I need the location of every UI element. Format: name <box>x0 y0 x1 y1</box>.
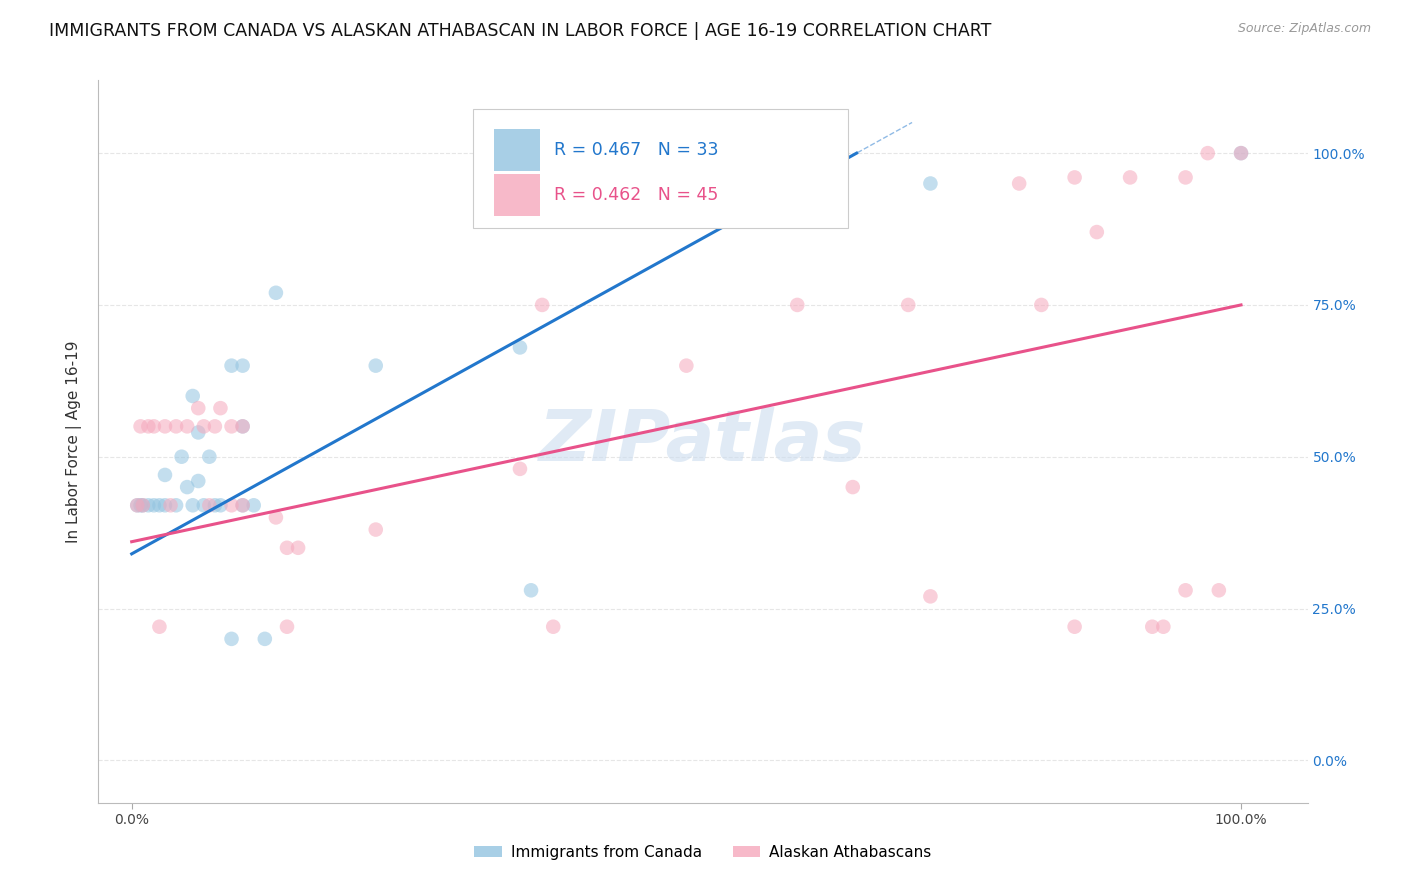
Point <box>1208 583 1230 598</box>
Point <box>209 498 232 512</box>
Point <box>127 498 149 512</box>
Y-axis label: In Labor Force | Age 16-19: In Labor Force | Age 16-19 <box>66 340 83 543</box>
Point <box>1152 620 1174 634</box>
Point <box>541 620 564 634</box>
Text: R = 0.462   N = 45: R = 0.462 N = 45 <box>554 186 718 204</box>
Point <box>1197 146 1219 161</box>
Point <box>198 450 221 464</box>
Text: IMMIGRANTS FROM CANADA VS ALASKAN ATHABASCAN IN LABOR FORCE | AGE 16-19 CORRELAT: IMMIGRANTS FROM CANADA VS ALASKAN ATHABA… <box>49 22 991 40</box>
Point <box>264 285 287 300</box>
Point <box>232 359 254 373</box>
Point <box>127 498 149 512</box>
Point <box>138 498 160 512</box>
Point <box>181 498 204 512</box>
Point <box>193 498 215 512</box>
Point <box>1119 170 1142 185</box>
Point <box>138 419 160 434</box>
Point <box>129 419 152 434</box>
Point <box>1085 225 1108 239</box>
Point <box>364 523 387 537</box>
Text: R = 0.467   N = 33: R = 0.467 N = 33 <box>554 141 718 159</box>
Point <box>509 340 531 354</box>
Point <box>1174 583 1197 598</box>
Point <box>221 419 243 434</box>
Point <box>253 632 276 646</box>
Point <box>364 359 387 373</box>
Point <box>221 359 243 373</box>
Point <box>153 467 176 482</box>
Point <box>842 480 865 494</box>
Point <box>232 419 254 434</box>
Point <box>1063 620 1085 634</box>
FancyBboxPatch shape <box>474 109 848 228</box>
Point <box>531 298 554 312</box>
Point <box>153 498 176 512</box>
Point <box>132 498 155 512</box>
Point <box>148 498 170 512</box>
FancyBboxPatch shape <box>494 128 540 170</box>
Point <box>276 541 298 555</box>
Point <box>221 632 243 646</box>
Point <box>148 620 170 634</box>
Point <box>232 498 254 512</box>
Point <box>509 462 531 476</box>
Point <box>198 498 221 512</box>
Point <box>1230 146 1253 161</box>
Point <box>1174 170 1197 185</box>
Point <box>142 419 165 434</box>
Point <box>165 498 187 512</box>
Point <box>264 510 287 524</box>
Point <box>1031 298 1053 312</box>
Point <box>176 480 198 494</box>
FancyBboxPatch shape <box>494 174 540 216</box>
Point <box>209 401 232 416</box>
Point <box>187 474 209 488</box>
Point <box>675 177 697 191</box>
Point <box>675 359 697 373</box>
Point <box>176 419 198 434</box>
Point <box>193 419 215 434</box>
Point <box>242 498 264 512</box>
Point <box>187 425 209 440</box>
Point <box>204 498 226 512</box>
Point <box>165 419 187 434</box>
Point <box>153 419 176 434</box>
Point <box>142 498 165 512</box>
Point <box>786 298 808 312</box>
Point <box>232 498 254 512</box>
Point <box>187 401 209 416</box>
Point <box>232 419 254 434</box>
Point <box>204 419 226 434</box>
Point <box>170 450 193 464</box>
Point <box>920 177 942 191</box>
Point <box>520 583 543 598</box>
Point <box>129 498 152 512</box>
Point <box>1230 146 1253 161</box>
Text: Source: ZipAtlas.com: Source: ZipAtlas.com <box>1237 22 1371 36</box>
Point <box>1063 170 1085 185</box>
Legend: Immigrants from Canada, Alaskan Athabascans: Immigrants from Canada, Alaskan Athabasc… <box>474 846 932 860</box>
Point <box>920 590 942 604</box>
Point <box>276 620 298 634</box>
Point <box>1008 177 1031 191</box>
Point <box>1142 620 1164 634</box>
Point <box>287 541 309 555</box>
Point <box>221 498 243 512</box>
Point <box>181 389 204 403</box>
Point <box>132 498 155 512</box>
Text: ZIPatlas: ZIPatlas <box>540 407 866 476</box>
Point <box>159 498 181 512</box>
Point <box>897 298 920 312</box>
